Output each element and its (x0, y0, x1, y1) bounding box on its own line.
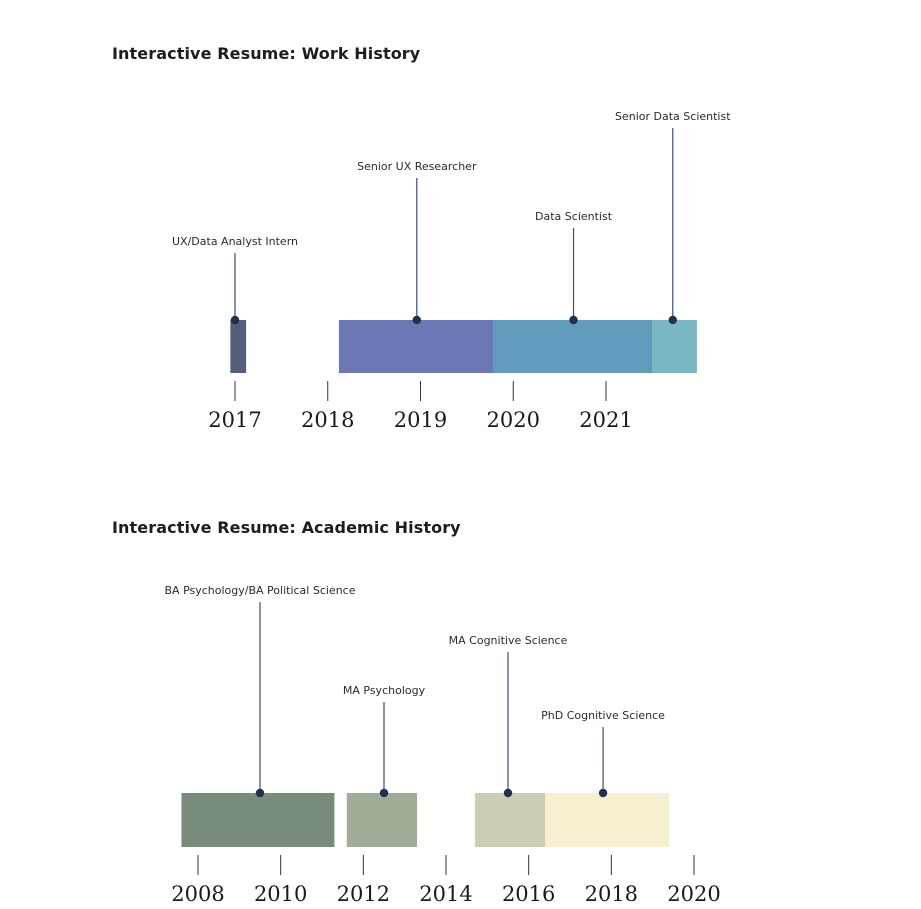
timeline-marker-dot[interactable] (569, 315, 578, 325)
timeline-label-ma-cognitive-science: MA Cognitive Science (449, 634, 568, 647)
work-history-timeline: UX/Data Analyst Intern Senior UX Research… (172, 110, 731, 432)
timeline-bar-ba-psychology-ba-political-science[interactable] (181, 793, 335, 847)
axis-year-label: 2018 (585, 882, 638, 906)
academic-history-timeline: BA Psychology/BA Political Science MA Psy… (165, 584, 721, 906)
timeline-label-ba-psychology-ba-political-science: BA Psychology/BA Political Science (165, 584, 356, 597)
axis-year-label: 2021 (579, 408, 632, 432)
axis-year-label: 2017 (208, 408, 261, 432)
timeline-label-ux-data-analyst-intern: UX/Data Analyst Intern (172, 235, 298, 248)
timeline-bar-ma-psychology[interactable] (346, 793, 418, 847)
timeline-marker-dot[interactable] (379, 788, 389, 798)
timeline-bar-phd-cognitive-science[interactable] (545, 793, 670, 847)
timeline-marker-dot[interactable] (598, 788, 608, 798)
axis-year-label: 2019 (394, 408, 447, 432)
timeline-label-senior-data-scientist: Senior Data Scientist (615, 110, 731, 123)
timeline-label-ma-psychology: MA Psychology (343, 684, 426, 697)
academic-history-title: Interactive Resume: Academic History (112, 518, 461, 537)
timeline-bar-senior-data-scientist[interactable] (652, 320, 697, 373)
timeline-marker-dot[interactable] (668, 315, 677, 325)
timeline-marker-dot[interactable] (230, 315, 240, 325)
timeline-label-senior-ux-researcher: Senior UX Researcher (357, 160, 477, 173)
axis-year-label: 2020 (487, 408, 540, 432)
axis-year-label: 2014 (419, 882, 472, 906)
axis-year-label: 2008 (171, 882, 224, 906)
work-history-title: Interactive Resume: Work History (112, 44, 421, 63)
timeline-marker-dot[interactable] (503, 788, 513, 798)
timeline-marker-dot[interactable] (255, 788, 265, 798)
timeline-label-data-scientist: Data Scientist (535, 210, 613, 223)
axis-year-label: 2018 (301, 408, 354, 432)
timeline-bar-data-scientist[interactable] (493, 320, 653, 373)
axis-year-label: 2020 (667, 882, 720, 906)
timeline-label-phd-cognitive-science: PhD Cognitive Science (541, 709, 665, 722)
axis-year-label: 2010 (254, 882, 307, 906)
timeline-bar-ma-cognitive-science[interactable] (474, 793, 546, 847)
timeline-bar-ux-data-analyst-intern[interactable] (230, 320, 247, 373)
axis-year-label: 2012 (337, 882, 390, 906)
axis-year-label: 2016 (502, 882, 555, 906)
timeline-bar-senior-ux-researcher[interactable] (338, 320, 494, 373)
timeline-marker-dot[interactable] (412, 315, 421, 325)
